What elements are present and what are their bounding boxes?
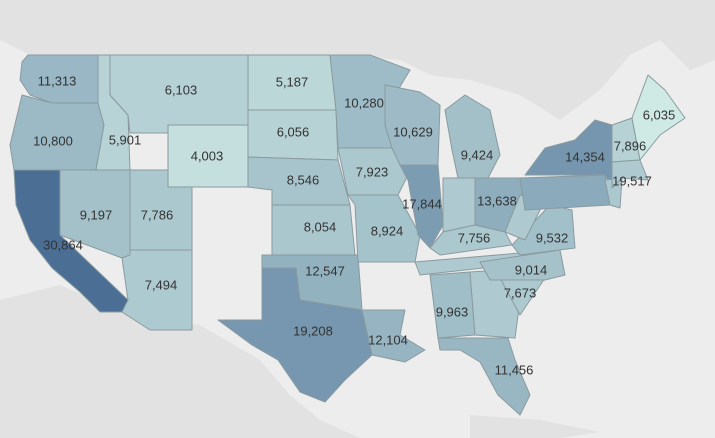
- state-me[interactable]: [631, 74, 686, 161]
- label-vt: 7,896: [614, 138, 647, 153]
- label-ca: 30,864: [43, 237, 83, 252]
- label-nj: 19,517: [612, 173, 652, 188]
- caribbean-landmass: [470, 415, 600, 438]
- label-mi: 9,424: [461, 147, 494, 162]
- label-la: 12,104: [368, 332, 408, 347]
- mexico-landmass: [0, 285, 360, 438]
- label-id: 5,901: [109, 132, 142, 147]
- label-mt: 6,103: [165, 82, 198, 97]
- label-tx: 19,208: [293, 323, 333, 338]
- state-labels: 11,313 10,800 30,864 5,901 9,197 6,103 4…: [33, 73, 675, 377]
- label-wa: 11,313: [38, 73, 77, 88]
- label-az: 7,494: [145, 277, 178, 292]
- label-mo: 8,924: [371, 223, 404, 238]
- state-la[interactable]: [361, 309, 426, 363]
- label-oh: 13,638: [477, 193, 517, 208]
- label-ia: 7,923: [356, 164, 389, 179]
- states-layer: [9, 54, 686, 416]
- label-wy: 4,003: [191, 148, 224, 163]
- state-ia[interactable]: [337, 147, 409, 196]
- state-fl[interactable]: [437, 337, 531, 416]
- state-va[interactable]: [511, 204, 576, 256]
- label-nc: 9,014: [515, 262, 548, 277]
- state-tx[interactable]: [217, 267, 373, 403]
- state-pa[interactable]: [519, 174, 611, 211]
- label-ut: 7,786: [141, 207, 174, 222]
- state-new-england-south[interactable]: [611, 159, 649, 189]
- label-nv: 9,197: [80, 207, 113, 222]
- label-ok: 12,547: [305, 263, 345, 278]
- label-ky: 7,756: [458, 230, 491, 245]
- label-al: 9,963: [436, 304, 469, 319]
- label-or: 10,800: [33, 133, 73, 148]
- label-ne: 8,546: [287, 172, 320, 187]
- label-va: 9,532: [536, 230, 569, 245]
- label-fl: 11,456: [495, 362, 534, 377]
- label-nd: 5,187: [276, 74, 309, 89]
- label-il: 17,844: [402, 196, 442, 211]
- state-in[interactable]: [442, 177, 476, 233]
- canada-landmass: [0, 0, 715, 120]
- label-ny: 14,354: [565, 149, 605, 164]
- label-ks: 8,054: [304, 219, 337, 234]
- state-ny[interactable]: [524, 119, 613, 189]
- state-mi[interactable]: [444, 94, 501, 179]
- label-sc: 7,673: [504, 285, 537, 300]
- label-wi: 10,629: [393, 124, 433, 139]
- label-mn: 10,280: [344, 95, 384, 110]
- label-sd: 6,056: [277, 124, 310, 139]
- state-az[interactable]: [121, 249, 193, 331]
- label-me: 6,035: [643, 107, 676, 122]
